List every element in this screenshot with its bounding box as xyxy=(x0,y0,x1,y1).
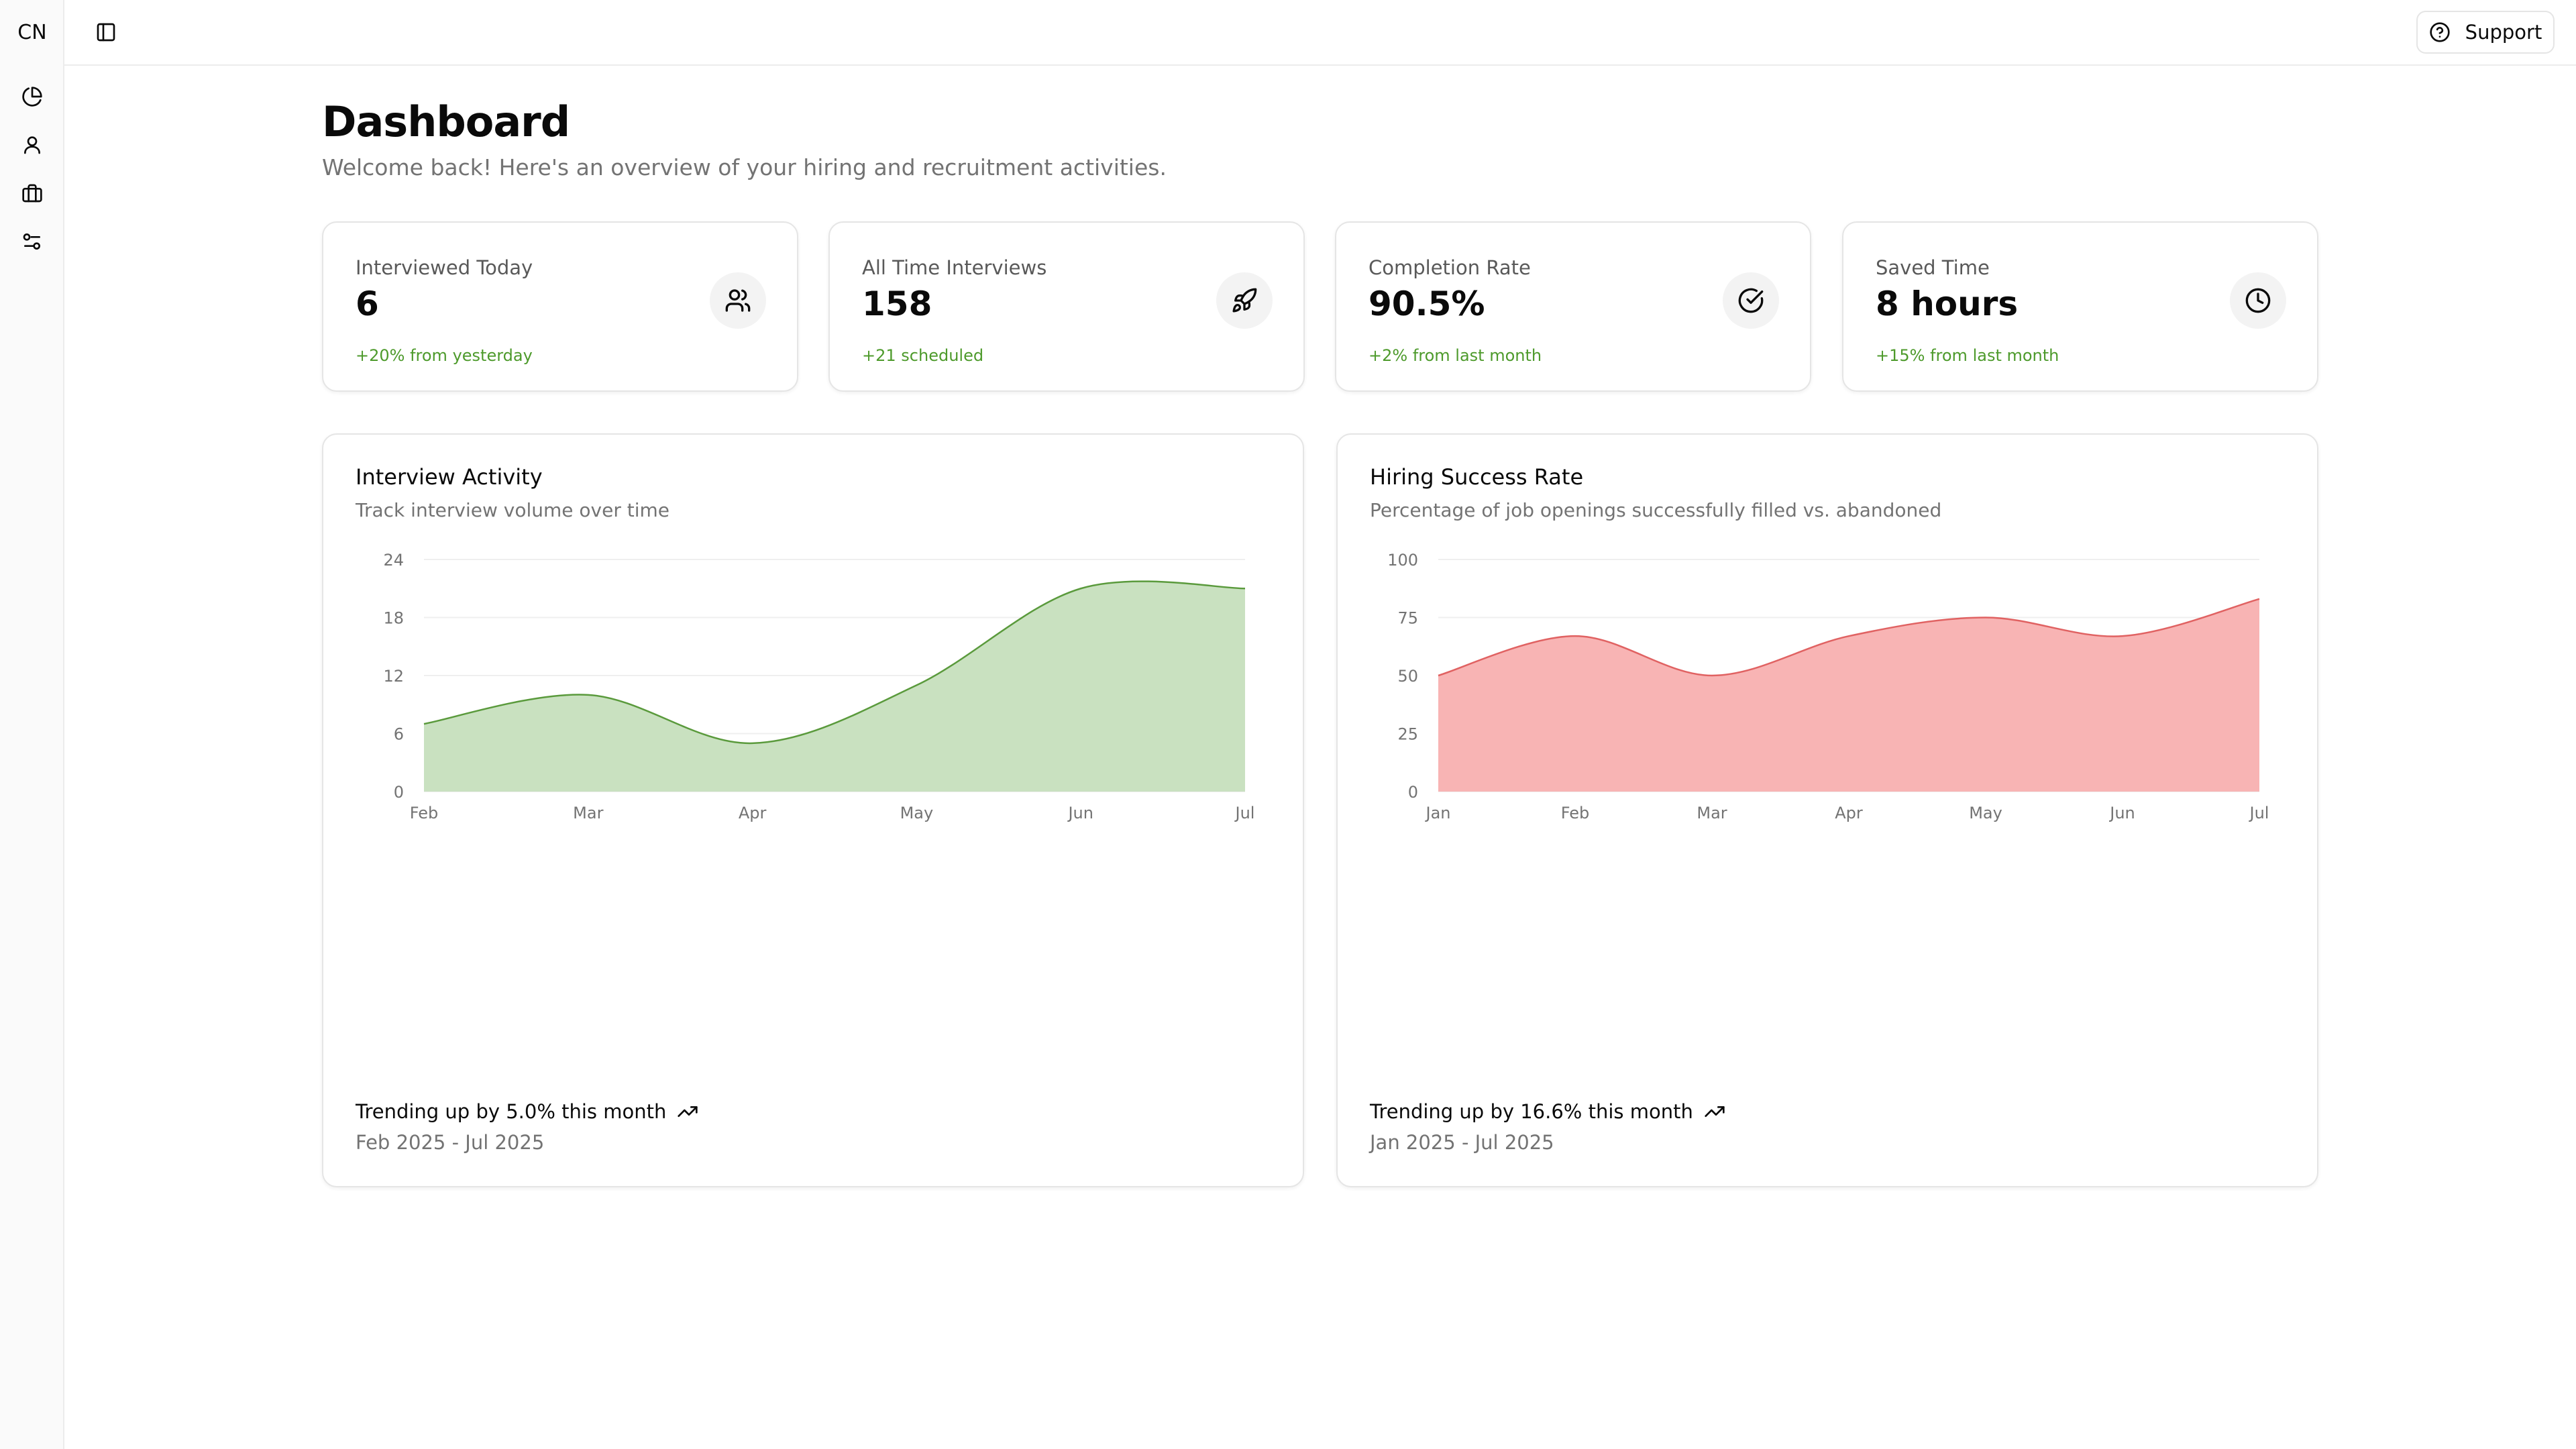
stat-value: 8 hours xyxy=(1876,284,2019,323)
stat-icon-wrap xyxy=(1216,272,1273,329)
chart-subtitle: Track interview volume over time xyxy=(356,499,670,521)
clock-icon xyxy=(2245,288,2271,313)
x-tick-label: Jul xyxy=(1234,804,1255,822)
chart-title: Interview Activity xyxy=(356,464,543,490)
hiring-success-rate-chart: 0 25 50 75 100 Jan Feb Mar Apr May Jun Jul xyxy=(1387,551,2269,822)
page-title: Dashboard xyxy=(322,97,570,146)
y-tick-label: 24 xyxy=(383,551,404,570)
x-tick-label: Mar xyxy=(1697,804,1727,822)
sidebar-item-candidates[interactable] xyxy=(19,131,46,158)
x-tick-label: Feb xyxy=(410,804,439,822)
stat-label: All Time Interviews xyxy=(862,256,1047,279)
stat-value: 6 xyxy=(356,284,379,323)
stat-icon-wrap xyxy=(1723,272,1779,329)
y-tick-label: 50 xyxy=(1397,667,1418,686)
stat-label: Interviewed Today xyxy=(356,256,533,279)
interview-activity-chart: 0 6 12 18 24 Feb Mar Apr May Jun Jul xyxy=(383,551,1255,822)
sidebar-toggle-button[interactable] xyxy=(91,17,121,47)
chart-title: Hiring Success Rate xyxy=(1370,464,1584,490)
stat-delta: +21 scheduled xyxy=(862,346,984,365)
x-tick-label: Jun xyxy=(2108,804,2135,822)
area-fill xyxy=(424,581,1245,792)
sliders-icon xyxy=(23,233,40,250)
y-tick-label: 0 xyxy=(1408,783,1418,802)
help-circle-icon xyxy=(2430,22,2450,42)
stat-delta: +15% from last month xyxy=(1876,346,2059,365)
area-line xyxy=(423,580,1246,745)
x-tick-label: Jun xyxy=(1067,804,1093,822)
stat-label: Completion Rate xyxy=(1368,256,1531,279)
stat-card-saved-time: Saved Time 8 hours +15% from last month xyxy=(1842,221,2318,392)
sidebar-toggle-icon xyxy=(97,23,115,42)
chart-card-interview-activity: Interview Activity Track interview volum… xyxy=(322,433,1304,1187)
stat-label: Saved Time xyxy=(1876,256,1990,279)
chart-subtitle: Percentage of job openings successfully … xyxy=(1370,499,1942,521)
x-tick-label: Jul xyxy=(2249,804,2269,822)
support-label: Support xyxy=(2465,21,2542,44)
x-tick-label: Jan xyxy=(1425,804,1451,822)
sidebar-item-dashboard[interactable] xyxy=(19,83,46,110)
sidebar-item-settings[interactable] xyxy=(19,228,46,255)
x-tick-label: May xyxy=(900,804,934,822)
briefcase-icon xyxy=(22,184,42,203)
y-tick-label: 25 xyxy=(1397,725,1418,744)
x-tick-label: Feb xyxy=(1561,804,1590,822)
check-circle-icon xyxy=(1738,288,1764,313)
chart-card-hiring-success-rate: Hiring Success Rate Percentage of job op… xyxy=(1336,433,2318,1187)
stat-icon-wrap xyxy=(2230,272,2286,329)
trending-up-icon xyxy=(678,1106,698,1117)
support-button[interactable]: Support xyxy=(2416,11,2555,54)
chart-trend-text: Trending up by 16.6% this month xyxy=(1370,1100,1693,1123)
y-tick-label: 0 xyxy=(394,783,404,802)
y-tick-label: 100 xyxy=(1387,551,1418,570)
y-tick-label: 18 xyxy=(383,609,404,628)
main-content: Dashboard Welcome back! Here's an overvi… xyxy=(322,94,2318,1187)
chart-trend: Trending up by 16.6% this month xyxy=(1370,1100,1725,1123)
y-tick-label: 75 xyxy=(1397,609,1418,628)
chart-date-range: Feb 2025 - Jul 2025 xyxy=(356,1131,545,1154)
stat-value: 158 xyxy=(862,284,932,323)
stat-delta: +2% from last month xyxy=(1368,346,1542,365)
sidebar-item-jobs[interactable] xyxy=(19,180,46,207)
stat-card-interviewed-today: Interviewed Today 6 +20% from yesterday xyxy=(322,221,798,392)
x-tick-label: Mar xyxy=(573,804,603,822)
stat-card-completion-rate: Completion Rate 90.5% +2% from last mont… xyxy=(1335,221,1811,392)
area-line xyxy=(1438,598,2260,677)
chart-trend-text: Trending up by 5.0% this month xyxy=(356,1100,667,1123)
stat-card-all-time-interviews: All Time Interviews 158 +21 scheduled xyxy=(828,221,1305,392)
chart-date-range: Jan 2025 - Jul 2025 xyxy=(1370,1131,1554,1154)
area-fill xyxy=(1438,598,2259,792)
rocket-icon xyxy=(1232,288,1257,313)
x-tick-label: May xyxy=(1969,804,2002,822)
top-bar: Support xyxy=(64,0,2576,66)
y-tick-label: 6 xyxy=(394,725,404,744)
pie-chart-icon xyxy=(22,87,42,107)
stats-row: Interviewed Today 6 +20% from yesterday … xyxy=(322,221,2318,392)
stat-value: 90.5% xyxy=(1368,284,1485,323)
chart-trend: Trending up by 5.0% this month xyxy=(356,1100,698,1123)
sidebar: CN xyxy=(0,0,64,1449)
stat-delta: +20% from yesterday xyxy=(356,346,533,365)
charts-row: Interview Activity Track interview volum… xyxy=(322,433,2318,1187)
users-icon xyxy=(725,289,751,312)
stat-icon-wrap xyxy=(710,272,766,329)
y-tick-label: 12 xyxy=(383,667,404,686)
user-icon xyxy=(24,136,40,154)
x-tick-label: Apr xyxy=(1835,804,1863,822)
trending-up-icon xyxy=(1705,1106,1725,1117)
page-subtitle: Welcome back! Here's an overview of your… xyxy=(322,154,1167,180)
x-tick-label: Apr xyxy=(739,804,767,822)
avatar[interactable]: CN xyxy=(17,20,47,44)
